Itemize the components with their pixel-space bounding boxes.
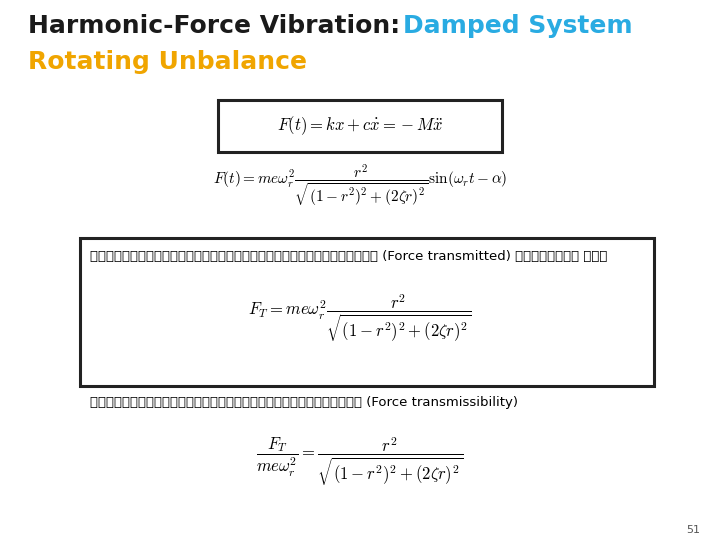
Text: 51: 51 <box>686 525 700 535</box>
Text: $\dfrac{F_T}{me\omega_r^2} = \dfrac{r^2}{\sqrt{(1-r^2)^2+(2\zeta r)^2}}$: $\dfrac{F_T}{me\omega_r^2} = \dfrac{r^2}… <box>256 436 464 488</box>
Text: $F_T = me\omega_r^2 \dfrac{r^2}{\sqrt{(1-r^2)^2+(2\zeta r)^2}}$: $F_T = me\omega_r^2 \dfrac{r^2}{\sqrt{(1… <box>248 292 472 344</box>
Text: Harmonic-Force Vibration:: Harmonic-Force Vibration: <box>28 14 400 38</box>
Text: เรากำหนดให้ความสามารถการส่งถ่ายแรง (Force transmissibility): เรากำหนดให้ความสามารถการส่งถ่ายแรง (Forc… <box>90 396 518 409</box>
Text: $F(t) = me\omega_r^2 \dfrac{r^2}{\sqrt{(1-r^2)^2+(2\zeta r)^2}} \sin(\omega_r t : $F(t) = me\omega_r^2 \dfrac{r^2}{\sqrt{(… <box>213 162 507 208</box>
Text: Damped System: Damped System <box>403 14 633 38</box>
Text: Rotating Unbalance: Rotating Unbalance <box>28 50 307 74</box>
Text: โดยที่ขนาดการสั่นสูงสุดของแรงส่งผ่าน (Force transmitted) ไปยังฐาน คือ: โดยที่ขนาดการสั่นสูงสุดของแรงส่งผ่าน (Fo… <box>90 250 608 263</box>
Bar <box>218 100 502 152</box>
Bar <box>80 238 654 386</box>
Text: $F(t) = kx + c\dot{x} = -M\ddot{x}$: $F(t) = kx + c\dot{x} = -M\ddot{x}$ <box>276 114 444 137</box>
